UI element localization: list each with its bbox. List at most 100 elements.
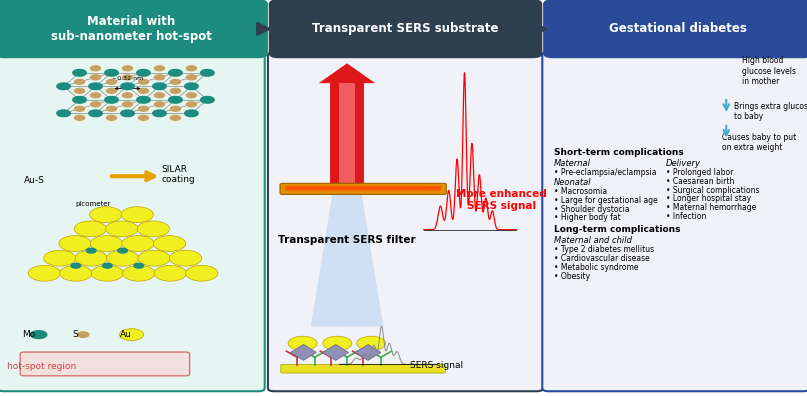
Text: More enhanced
SERS signal: More enhanced SERS signal: [456, 189, 546, 211]
Circle shape: [90, 236, 123, 251]
Circle shape: [90, 75, 101, 80]
FancyBboxPatch shape: [268, 52, 543, 391]
Polygon shape: [323, 345, 349, 360]
Circle shape: [121, 207, 153, 223]
Circle shape: [73, 97, 86, 103]
Text: Brings extra glucose
to baby: Brings extra glucose to baby: [734, 102, 807, 121]
Text: picometer: picometer: [75, 201, 111, 207]
Circle shape: [123, 102, 132, 107]
Text: • Surgical complications: • Surgical complications: [666, 186, 759, 194]
Circle shape: [74, 221, 107, 237]
Text: • Shoulder dystocia: • Shoulder dystocia: [554, 205, 629, 213]
Text: hot-spot region: hot-spot region: [7, 362, 77, 371]
Circle shape: [107, 88, 116, 93]
Circle shape: [74, 107, 85, 111]
Text: Short-term complications: Short-term complications: [554, 148, 684, 157]
Circle shape: [71, 263, 81, 268]
Circle shape: [74, 79, 85, 84]
Circle shape: [123, 265, 155, 281]
Circle shape: [154, 93, 165, 98]
Circle shape: [170, 115, 181, 120]
Text: High blood
glucose levels
in mother: High blood glucose levels in mother: [742, 56, 797, 86]
Text: • Infection: • Infection: [666, 212, 706, 221]
Circle shape: [186, 75, 196, 80]
Circle shape: [107, 250, 139, 266]
Text: • Cardiovascular disease: • Cardiovascular disease: [554, 254, 650, 263]
Circle shape: [75, 250, 107, 266]
Circle shape: [186, 66, 196, 71]
Circle shape: [123, 75, 132, 80]
Circle shape: [119, 329, 144, 341]
Text: Neonatal: Neonatal: [554, 178, 592, 187]
Circle shape: [105, 69, 119, 76]
Circle shape: [201, 69, 214, 76]
Circle shape: [89, 83, 102, 89]
Circle shape: [186, 265, 218, 281]
Circle shape: [86, 248, 96, 253]
Text: Mo: Mo: [23, 330, 36, 339]
Text: • Type 2 diabetes mellitus: • Type 2 diabetes mellitus: [554, 246, 654, 254]
Circle shape: [169, 97, 182, 103]
Circle shape: [139, 88, 148, 93]
Circle shape: [153, 83, 166, 89]
Circle shape: [170, 79, 181, 84]
Circle shape: [90, 66, 101, 71]
Circle shape: [90, 207, 122, 223]
Circle shape: [139, 107, 148, 111]
Polygon shape: [311, 193, 383, 327]
Circle shape: [138, 250, 170, 266]
Text: • Metabolic syndrome: • Metabolic syndrome: [554, 263, 638, 272]
FancyBboxPatch shape: [20, 352, 190, 376]
Circle shape: [118, 248, 128, 253]
Text: Au: Au: [119, 330, 132, 339]
Circle shape: [77, 332, 89, 337]
Circle shape: [60, 265, 92, 281]
Circle shape: [186, 102, 196, 107]
FancyBboxPatch shape: [281, 364, 445, 373]
Circle shape: [31, 331, 47, 339]
Text: • Macrosomia: • Macrosomia: [554, 187, 607, 196]
Circle shape: [170, 88, 181, 93]
Circle shape: [44, 250, 76, 266]
Circle shape: [154, 66, 165, 71]
Circle shape: [90, 93, 101, 98]
Circle shape: [153, 236, 186, 251]
Text: Delivery: Delivery: [666, 159, 700, 168]
Circle shape: [74, 88, 85, 93]
Circle shape: [169, 250, 202, 266]
Circle shape: [90, 102, 101, 107]
Circle shape: [56, 83, 70, 89]
Circle shape: [122, 236, 154, 251]
Circle shape: [28, 265, 61, 281]
Circle shape: [154, 265, 186, 281]
Text: Long-term complications: Long-term complications: [554, 225, 680, 234]
Circle shape: [169, 69, 182, 76]
Text: Material with
sub-nanometer hot-spot: Material with sub-nanometer hot-spot: [51, 15, 211, 43]
FancyBboxPatch shape: [280, 183, 446, 194]
Circle shape: [89, 110, 102, 117]
Text: • Large for gestational age: • Large for gestational age: [554, 196, 658, 205]
Circle shape: [154, 75, 165, 80]
Text: • Prolonged labor: • Prolonged labor: [666, 168, 733, 177]
Circle shape: [136, 97, 150, 103]
Circle shape: [323, 336, 352, 350]
Circle shape: [107, 79, 116, 84]
Text: • Higher body fat: • Higher body fat: [554, 213, 621, 222]
Circle shape: [105, 97, 119, 103]
Text: Transparent SERS filter: Transparent SERS filter: [278, 234, 416, 245]
Circle shape: [107, 107, 116, 111]
Circle shape: [56, 110, 70, 117]
Circle shape: [59, 236, 91, 251]
Text: Gestational diabetes: Gestational diabetes: [609, 22, 746, 35]
FancyBboxPatch shape: [269, 0, 542, 58]
Text: • Caesarean birth: • Caesarean birth: [666, 177, 734, 186]
Circle shape: [91, 265, 123, 281]
Text: • Pre-eclampsia/eclampsia: • Pre-eclampsia/eclampsia: [554, 168, 656, 177]
FancyBboxPatch shape: [542, 52, 807, 391]
Circle shape: [123, 93, 132, 98]
Circle shape: [139, 115, 148, 120]
Circle shape: [121, 110, 134, 117]
Text: • Longer hospital stay: • Longer hospital stay: [666, 194, 751, 203]
Text: SILAR
coating: SILAR coating: [161, 165, 195, 184]
FancyBboxPatch shape: [0, 52, 265, 391]
